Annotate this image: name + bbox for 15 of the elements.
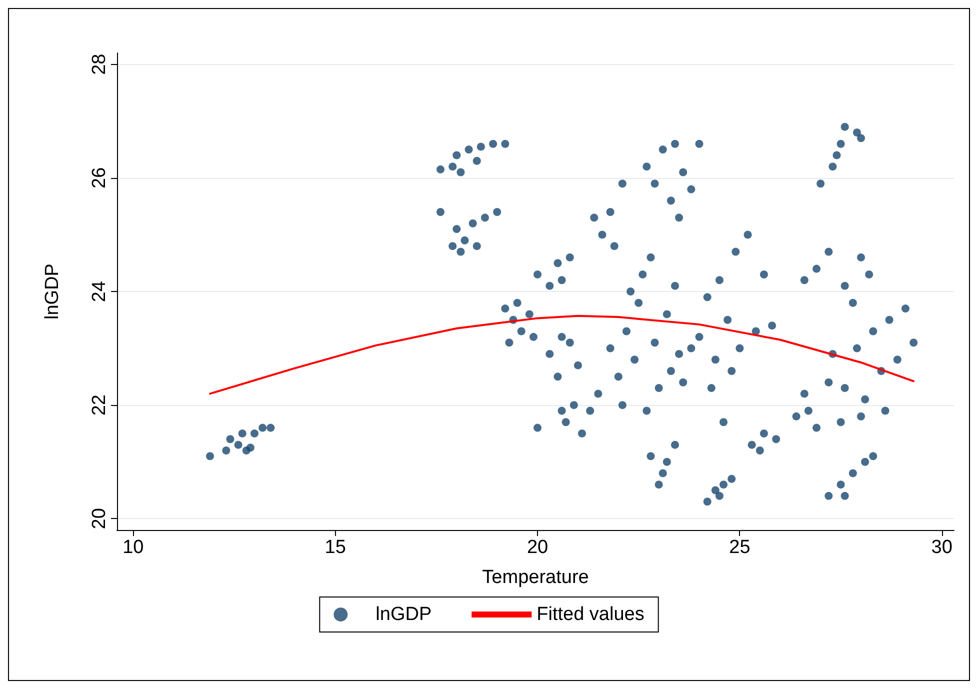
- y-axis-title: lnGDP: [42, 264, 63, 320]
- line-series: [209, 314, 915, 395]
- legend-label: Fitted values: [536, 604, 644, 625]
- y-tick-label: 24: [89, 280, 110, 302]
- y-tick-label: 28: [89, 54, 110, 75]
- x-tick-label: 20: [526, 537, 548, 558]
- y-tick-label: 26: [89, 167, 110, 188]
- x-tick-label: 30: [931, 537, 952, 558]
- legend-label: lnGDP: [376, 604, 432, 625]
- x-tick-label: 15: [324, 537, 346, 558]
- y-tick-label: 20: [89, 508, 110, 530]
- x-axis-title: Temperature: [482, 567, 589, 588]
- x-tick-label: 25: [729, 537, 750, 558]
- x-tick-label: 10: [122, 537, 144, 558]
- y-tick-label: 22: [89, 394, 110, 416]
